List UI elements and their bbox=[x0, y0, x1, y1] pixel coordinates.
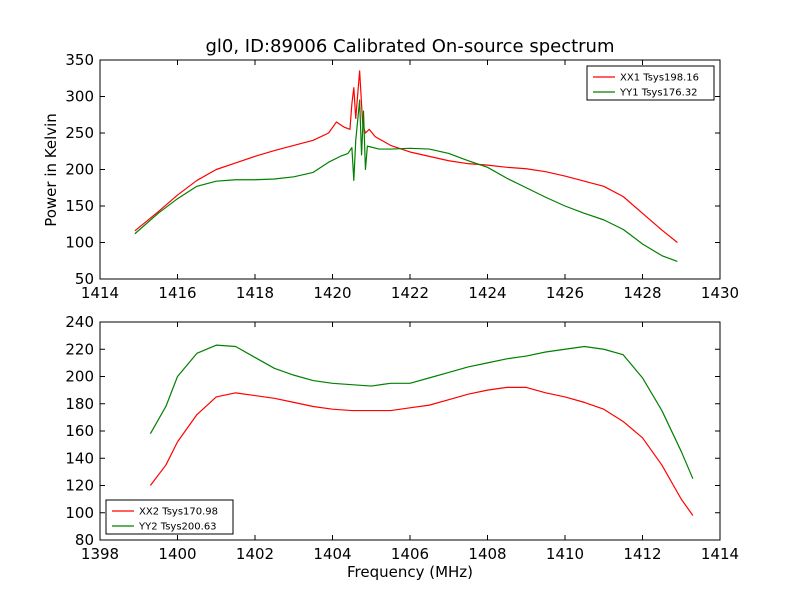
y-tick-label: 140 bbox=[65, 449, 94, 467]
y-tick-label: 250 bbox=[65, 124, 94, 142]
legend-label: YY1 Tsys176.32 bbox=[619, 88, 698, 99]
x-tick-label: 1416 bbox=[158, 284, 196, 302]
x-axis-title: Frequency (MHz) bbox=[347, 563, 473, 581]
y-tick-label: 220 bbox=[65, 340, 94, 358]
y-tick-label: 240 bbox=[65, 313, 94, 331]
x-tick-label: 1402 bbox=[236, 545, 274, 563]
series-group bbox=[134, 70, 678, 263]
x-tick-label: 1406 bbox=[391, 545, 429, 563]
legend: XX1 Tsys198.16 YY1 Tsys176.32 bbox=[586, 65, 715, 101]
x-tick-label: 1404 bbox=[313, 545, 351, 563]
chart-title: gl0, ID:89006 Calibrated On-source spect… bbox=[205, 36, 614, 57]
x-tick-label: 1428 bbox=[623, 284, 661, 302]
legend-label: XX2 Tsys170.98 bbox=[139, 507, 218, 518]
x-tick-label: 1420 bbox=[313, 284, 351, 302]
legend-label: YY2 Tsys200.63 bbox=[138, 522, 217, 533]
x-tick-label: 1412 bbox=[623, 545, 661, 563]
x-tick-label: 1430 bbox=[701, 284, 739, 302]
y-tick-label: 350 bbox=[65, 51, 94, 69]
y-tick-label: 200 bbox=[65, 161, 94, 179]
y-tick-label: 160 bbox=[65, 422, 94, 440]
x-tick-label: 1418 bbox=[236, 284, 274, 302]
x-tick-label: 1426 bbox=[546, 284, 584, 302]
y-tick-label: 150 bbox=[65, 197, 94, 215]
legend-box bbox=[586, 65, 715, 101]
x-tick-label: 1422 bbox=[391, 284, 429, 302]
x-tick-label: 1414 bbox=[701, 545, 739, 563]
x-tick-label: 1424 bbox=[468, 284, 506, 302]
legend: XX2 Tsys170.98 YY2 Tsys200.63 bbox=[105, 499, 234, 535]
x-tick-label: 1410 bbox=[546, 545, 584, 563]
series-line-yy2 bbox=[149, 344, 694, 479]
y-tick-label: 300 bbox=[65, 88, 94, 106]
series-group bbox=[149, 344, 694, 516]
series-line-xx2 bbox=[149, 386, 694, 516]
x-tick-label: 1400 bbox=[158, 545, 196, 563]
top-plot: 1414 1416 1418 1420 1422 1424 1426 1428 1430 50 10… bbox=[65, 51, 739, 302]
bottom-plot: 1398 1400 1402 1404 1406 1408 1410 1412 1414 80 10… bbox=[65, 313, 739, 563]
y-tick-label: 180 bbox=[65, 395, 94, 413]
y-tick-label: 100 bbox=[65, 234, 94, 252]
series-line-yy1 bbox=[134, 99, 678, 263]
y-tick-label: 200 bbox=[65, 368, 94, 386]
legend-label: XX1 Tsys198.16 bbox=[620, 73, 699, 84]
x-tick-label: 1408 bbox=[468, 545, 506, 563]
y-tick-label: 100 bbox=[65, 504, 94, 522]
y-tick-label: 80 bbox=[75, 531, 94, 549]
x-tick-label: 1414 bbox=[81, 284, 119, 302]
y-tick-label: 120 bbox=[65, 477, 94, 495]
y-axis-title: Power in Kelvin bbox=[42, 113, 60, 227]
x-tick-label: 1398 bbox=[81, 545, 119, 563]
legend-box bbox=[105, 499, 234, 535]
y-tick-label: 50 bbox=[75, 270, 94, 288]
